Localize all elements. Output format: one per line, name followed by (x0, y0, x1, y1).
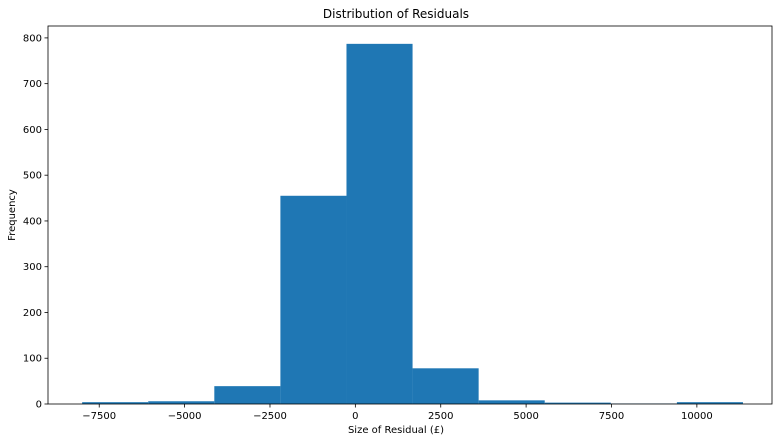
y-tick-label: 300 (23, 262, 42, 273)
x-tick-label: −5000 (168, 411, 202, 422)
y-axis-label: Frequency (7, 189, 18, 241)
bars-layer (82, 44, 743, 404)
y-tick-label: 0 (36, 400, 42, 411)
histogram-bar (413, 368, 479, 404)
x-axis-label: Size of Residual (£) (348, 425, 444, 436)
y-tick-label: 500 (23, 171, 42, 182)
histogram-bar (148, 401, 214, 404)
x-axis: −7500 −5000 −2500 0 2500 5000 7500 10000 (82, 404, 712, 422)
x-tick-label: 7500 (599, 411, 624, 422)
x-tick-label: 0 (352, 411, 358, 422)
x-tick-label: 2500 (428, 411, 453, 422)
y-tick-label: 100 (23, 354, 42, 365)
histogram-bar (346, 44, 412, 404)
y-tick-label: 800 (23, 33, 42, 44)
histogram-bar (479, 400, 545, 404)
y-tick-label: 400 (23, 216, 42, 227)
y-tick-label: 600 (23, 125, 42, 136)
y-tick-label: 200 (23, 308, 42, 319)
histogram-bar (280, 196, 346, 404)
y-axis: 0 100 200 300 400 500 600 700 800 (23, 33, 48, 410)
y-tick-label: 700 (23, 79, 42, 90)
x-tick-label: −7500 (82, 411, 116, 422)
x-tick-label: 10000 (681, 411, 713, 422)
histogram-bar (214, 386, 280, 404)
chart-title: Distribution of Residuals (323, 7, 469, 21)
x-tick-label: 5000 (513, 411, 538, 422)
x-tick-label: −2500 (253, 411, 287, 422)
